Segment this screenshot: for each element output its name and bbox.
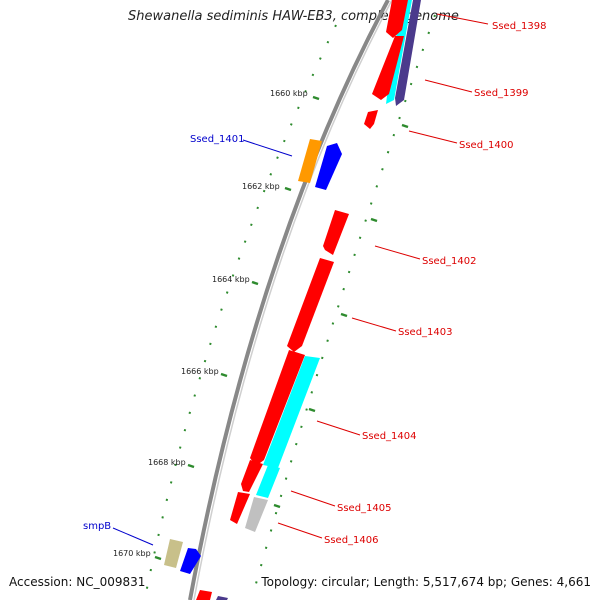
ruler-label-1660: 1660 kbp bbox=[270, 89, 308, 98]
genome-backbone-highlight bbox=[193, 0, 393, 600]
gene-red-lower[interactable] bbox=[230, 492, 250, 524]
label-leaders bbox=[112, 13, 489, 546]
gene-label-ssed-1400[interactable]: Ssed_1400 bbox=[459, 140, 514, 151]
gene-cyan-1405[interactable] bbox=[256, 465, 280, 498]
gene-ssed-1405[interactable] bbox=[241, 460, 263, 492]
gene-ssed-1402[interactable] bbox=[323, 210, 349, 255]
gene-label-ssed-1405[interactable]: Ssed_1405 bbox=[337, 503, 392, 514]
genome-summary-text: Topology: circular; Length: 5,517,674 bp… bbox=[261, 575, 591, 589]
gene-ssed-1398[interactable] bbox=[386, 0, 408, 38]
gene-label-ssed-1404[interactable]: Ssed_1404 bbox=[362, 431, 417, 442]
gene-label-ssed-1402[interactable]: Ssed_1402 bbox=[422, 256, 477, 267]
ruler-label-1664: 1664 kbp bbox=[212, 275, 250, 284]
ruler-label-1670: 1670 kbp bbox=[113, 549, 151, 558]
gene-label-smpb[interactable]: smpB bbox=[83, 521, 111, 532]
gene-blue-1[interactable] bbox=[315, 143, 342, 190]
gene-smpb[interactable] bbox=[164, 539, 183, 568]
gene-label-ssed-1403[interactable]: Ssed_1403 bbox=[398, 327, 453, 338]
gene-ssed-1400[interactable] bbox=[364, 110, 378, 129]
gene-ssed-1404[interactable] bbox=[250, 350, 305, 466]
gene-label-ssed-1401[interactable]: Ssed_1401 bbox=[190, 134, 245, 145]
gene-blue-2[interactable] bbox=[180, 548, 201, 574]
gene-label-ssed-1406[interactable]: Ssed_1406 bbox=[324, 535, 379, 546]
ruler-label-1666: 1666 kbp bbox=[181, 367, 219, 376]
gene-cyan-1404[interactable] bbox=[263, 356, 320, 468]
gene-ssed-1399[interactable] bbox=[372, 36, 404, 100]
gene-purple[interactable] bbox=[395, 0, 421, 106]
ruler-major-ticks bbox=[154, 95, 409, 561]
accession-text: Accession: NC_009831 bbox=[9, 575, 146, 589]
gene-red-bottom[interactable] bbox=[196, 590, 212, 600]
gene-label-ssed-1399[interactable]: Ssed_1399 bbox=[474, 88, 529, 99]
gene-ssed-1401[interactable] bbox=[298, 139, 322, 183]
gene-ssed-1403[interactable] bbox=[287, 258, 334, 352]
ruler-label-1662: 1662 kbp bbox=[242, 182, 280, 191]
gene-label-ssed-1398[interactable]: Ssed_1398 bbox=[492, 21, 547, 32]
gene-ssed-1406[interactable] bbox=[245, 497, 268, 532]
gene-purple-bottom[interactable] bbox=[216, 596, 228, 600]
genome-backbone bbox=[188, 0, 390, 600]
ruler-label-1668: 1668 kbp bbox=[148, 458, 186, 467]
